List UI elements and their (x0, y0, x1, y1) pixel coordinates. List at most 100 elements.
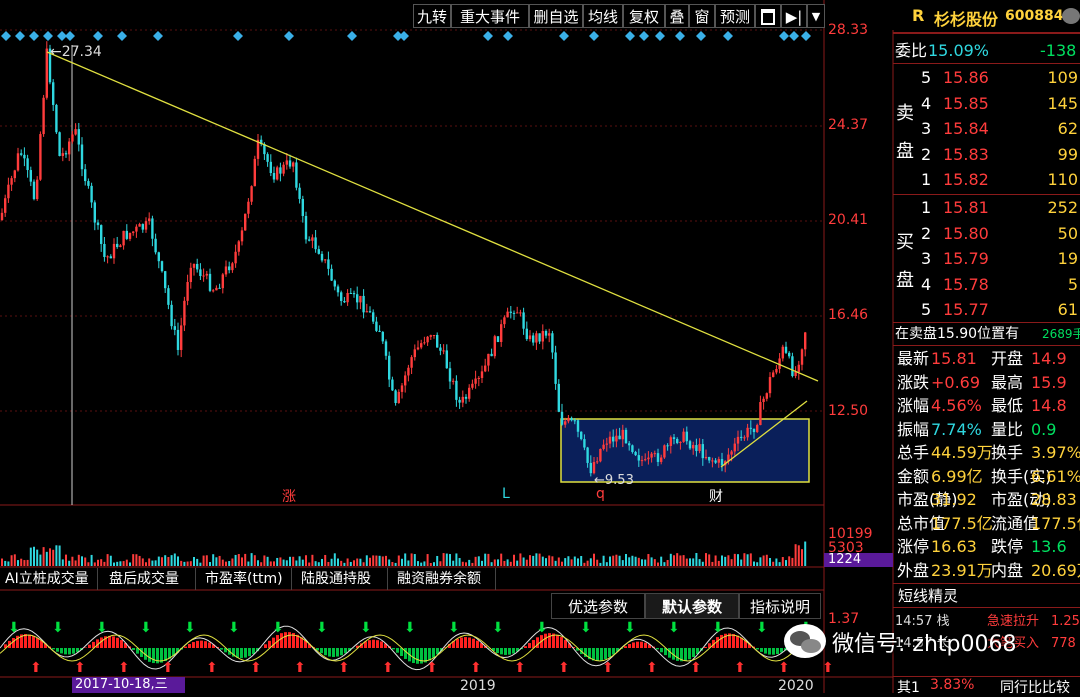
indicator-bar (108, 636, 111, 648)
volume-bar (635, 557, 637, 566)
volume-bar (187, 562, 189, 566)
tab-margin-balance[interactable]: 融资融券余额 (392, 568, 496, 590)
volume-bar (625, 554, 627, 566)
major-events-button[interactable]: 重大事件 (451, 4, 529, 28)
volume-bar (343, 563, 345, 566)
buy-level-volume: 50 (1058, 221, 1078, 246)
volume-bar (462, 562, 464, 566)
candle-body (708, 457, 710, 460)
volume-bar (673, 555, 675, 566)
sell-signal-arrow: ⬇ (712, 620, 724, 636)
indicator-help-button[interactable]: 指标说明 (739, 593, 821, 619)
indicator-bar (596, 648, 599, 661)
quote-label: 涨跌 (897, 371, 929, 394)
volume-bar (139, 556, 141, 566)
indicator-bar (536, 637, 539, 648)
volume-bar (718, 561, 720, 566)
price-axis-label: 20.41 (828, 212, 868, 228)
candle-body (468, 388, 470, 399)
volume-bar (55, 545, 57, 566)
forecast-button[interactable]: 预测 (715, 4, 755, 28)
tab-pe-ttm[interactable]: 市盈率(ttm) (200, 568, 292, 590)
volume-bar (334, 553, 336, 566)
volume-bar (81, 556, 83, 566)
rights-adjust-button[interactable]: 复权 (623, 4, 665, 28)
volume-bar (347, 558, 349, 566)
volume-bar (324, 555, 326, 566)
moving-average-button[interactable]: 均线 (583, 4, 623, 28)
indicator-bar (368, 640, 371, 648)
volume-bar (238, 554, 240, 566)
indicator-bar (508, 648, 511, 655)
compare-button[interactable]: 同行比比较 (1000, 677, 1070, 697)
volume-bar (615, 555, 617, 566)
sell-signal-arrow: ⬇ (52, 620, 64, 636)
candle-body (433, 335, 435, 336)
volume-bar (619, 556, 621, 566)
date-axis-label: 2020 (778, 678, 814, 694)
window-button[interactable]: 窗 (689, 4, 715, 28)
tab-northbound-holdings[interactable]: 陆股通持股 (296, 568, 388, 590)
divider (893, 607, 1080, 608)
volume-bar (87, 562, 89, 566)
pending-order-row: 在卖盘15.90位置有 2689手 (895, 322, 1080, 347)
volume-bar (167, 557, 169, 566)
indicator-bar (656, 648, 659, 649)
candle-body (103, 244, 105, 257)
candle-body (276, 167, 278, 179)
indicator-bar (152, 648, 155, 663)
candle-body (366, 311, 368, 312)
buy-signal-arrow: ⬆ (514, 660, 526, 676)
candle-body (647, 458, 649, 460)
tab-ai-volume[interactable]: AI立桩成交量 (0, 568, 98, 590)
event-mark[interactable]: 涨 (282, 486, 296, 506)
candle-body (686, 432, 688, 442)
tab-after-hours-volume[interactable]: 盘后成交量 (104, 568, 196, 590)
overlay-button[interactable]: 叠 (665, 4, 689, 28)
indicator-bar (676, 648, 679, 661)
buy-signal-arrow: ⬆ (162, 660, 174, 676)
candle-body (564, 421, 566, 424)
volume-bar (487, 554, 489, 566)
remove-favorite-button[interactable]: 删自选 (529, 4, 583, 28)
event-mark[interactable]: q (596, 486, 605, 502)
indicator-bar (688, 648, 691, 659)
candle-body (516, 312, 518, 313)
candle-body (110, 256, 112, 258)
chevron-down-icon[interactable]: ▼ (807, 4, 825, 28)
event-mark[interactable]: 财 (709, 486, 723, 506)
indicator-bar (196, 641, 199, 648)
volume-bar (151, 561, 153, 566)
sell-signal-arrow: ⬇ (580, 620, 592, 636)
candle-body (145, 221, 147, 229)
layout-icon[interactable]: ▶| (781, 4, 807, 28)
volume-bar (375, 556, 377, 566)
volume-bar (785, 560, 787, 566)
candle-body (318, 249, 320, 254)
window-icon[interactable] (755, 4, 781, 28)
volume-bar (519, 553, 521, 566)
default-params-button[interactable]: 默认参数 (645, 593, 739, 619)
event-mark[interactable]: L (502, 486, 510, 502)
optimal-params-button[interactable]: 优选参数 (551, 593, 645, 619)
indicator-bar (204, 641, 207, 648)
candle-body (436, 335, 438, 348)
status-circle-icon[interactable] (1062, 8, 1080, 24)
volume-bar (731, 559, 733, 566)
sell-signal-arrow: ⬇ (756, 620, 768, 636)
candle-body (116, 244, 118, 247)
candle-body (1, 213, 3, 220)
indicator-bar (528, 643, 531, 648)
jiuzhuan-button[interactable]: 九转 (413, 4, 451, 28)
indicator-bar (732, 634, 735, 648)
